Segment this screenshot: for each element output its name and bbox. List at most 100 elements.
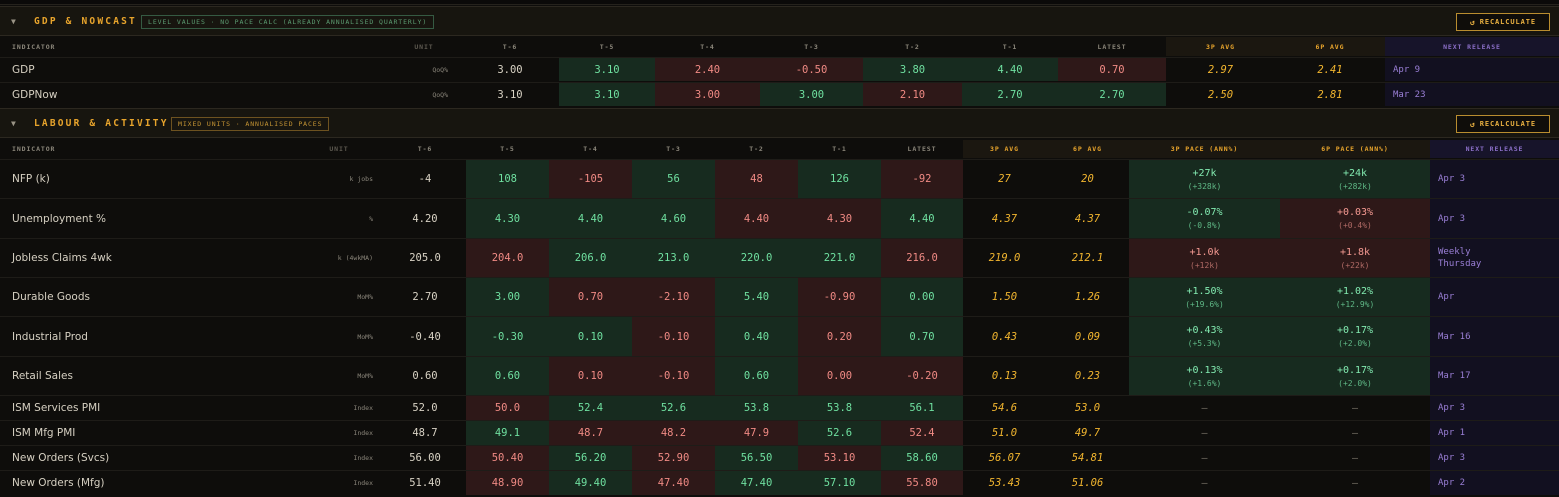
indicator-name[interactable]: New Orders (Svcs)	[12, 452, 110, 464]
indicator-name[interactable]: Industrial Prod	[12, 330, 88, 343]
column-header[interactable]: 3P AVG	[963, 140, 1046, 158]
indicator-name[interactable]: New Orders (Mfg)	[12, 477, 105, 489]
value-cell: 0.60	[715, 357, 798, 395]
table-row: NFP (k) k jobs -4 108 -105 56 48 126 -92 27 20 +27k…	[0, 159, 1559, 198]
value-cell: 0.40	[715, 317, 798, 356]
3p-pace-cell: +0.43% (+5.3%)	[1129, 317, 1280, 356]
value-cell: -0.40	[409, 330, 441, 343]
unit-label: k (4wkMA)	[337, 254, 373, 262]
column-header[interactable]: T-2	[905, 42, 920, 51]
3p-pace-cell: +0.13% (+1.6%)	[1129, 357, 1280, 395]
indicator-name[interactable]: NFP (k)	[12, 173, 50, 185]
column-header[interactable]: 6P PACE (ANN%)	[1280, 140, 1430, 158]
column-header[interactable]: T-4	[700, 42, 715, 51]
pace-value: +0.13%	[1186, 364, 1223, 376]
table-row: Retail Sales MoM% 0.60 0.60 0.10 -0.10 0.60 0.0…	[0, 356, 1559, 395]
unit-label: Index	[353, 404, 373, 412]
3p-average-cell: 219.0	[988, 252, 1021, 264]
unit-label: QoQ%	[432, 90, 448, 99]
next-release-cell: Apr 3	[1430, 160, 1559, 198]
value-cell: 52.90	[632, 446, 715, 470]
indicator-name[interactable]: Retail Sales	[12, 370, 73, 382]
value-cell: 4.20	[412, 212, 438, 225]
6p-average-cell: 20	[1081, 173, 1094, 185]
value-cell: -92	[881, 160, 963, 198]
pace-value: +0.03%	[1336, 207, 1374, 218]
pace-annualised: (+2.0%)	[1338, 378, 1372, 388]
indicator-name[interactable]: ISM Mfg PMI	[12, 427, 76, 439]
column-header[interactable]: UNIT	[329, 145, 349, 153]
indicator-name[interactable]: GDPNow	[12, 88, 58, 101]
6p-pace-cell: +0.17% (+2.0%)	[1280, 317, 1430, 356]
value-cell: 47.40	[632, 471, 715, 495]
value-cell: 53.8	[715, 396, 798, 420]
value-cell: 3.80	[863, 58, 962, 81]
pace-value: +0.17%	[1336, 364, 1374, 376]
indicator-name[interactable]: Durable Goods	[12, 291, 90, 303]
value-cell: 0.10	[549, 357, 632, 395]
table-row: Jobless Claims 4wk k (4wkMA) 205.0 204.0 206…	[0, 238, 1559, 277]
value-cell: -0.10	[632, 317, 715, 356]
column-header[interactable]: LATEST	[907, 145, 937, 153]
column-header[interactable]: T-1	[1002, 42, 1018, 51]
3p-pace-cell: —	[1201, 402, 1208, 414]
value-cell: 52.0	[412, 402, 438, 414]
column-header[interactable]: T-5	[599, 42, 615, 51]
unit-label: Index	[353, 454, 373, 462]
column-header[interactable]: T-6	[502, 42, 518, 51]
column-header[interactable]: T-3	[804, 42, 819, 51]
indicator-name[interactable]: ISM Services PMI	[12, 402, 101, 414]
top-border	[0, 0, 1559, 5]
caret-down-icon[interactable]: ▼	[11, 119, 16, 128]
value-cell: -2.10	[632, 278, 715, 316]
column-header[interactable]: T-3	[666, 145, 681, 153]
column-header[interactable]: T-1	[832, 145, 847, 153]
labour-recalculate-button[interactable]: ↺ RECALCULATE	[1456, 115, 1550, 133]
gdp-recalculate-button[interactable]: ↺ RECALCULATE	[1456, 13, 1550, 31]
column-header[interactable]: T-6	[417, 145, 433, 153]
pace-annualised: (+5.3%)	[1187, 339, 1222, 348]
next-release-cell: Apr 3	[1430, 446, 1559, 470]
column-header[interactable]: 3P AVG	[1166, 37, 1275, 56]
column-header[interactable]: 6P AVG	[1046, 140, 1129, 158]
unit-label: MoM%	[357, 332, 373, 341]
column-header[interactable]: T-2	[749, 145, 764, 153]
column-header[interactable]: 3P PACE (ANN%)	[1129, 140, 1280, 158]
6p-pace-cell: +0.17% (+2.0%)	[1280, 357, 1430, 395]
column-header[interactable]: 6P AVG	[1275, 37, 1385, 56]
value-cell: 57.10	[798, 471, 881, 495]
6p-average-cell: 53.0	[1074, 402, 1101, 414]
column-header[interactable]: LATEST	[1097, 42, 1127, 51]
value-cell: 56.00	[409, 452, 441, 464]
indicator-name[interactable]: Unemployment %	[12, 212, 107, 225]
column-header[interactable]: NEXT RELEASE	[1430, 140, 1559, 158]
table-row: GDP QoQ% 3.00 3.10 2.40 -0.50 3.80 4.40 0.70 2.97…	[0, 57, 1559, 81]
value-cell: 49.40	[549, 471, 632, 495]
value-cell: 51.40	[409, 477, 441, 489]
next-release-cell: Weekly Thursday	[1430, 239, 1559, 277]
3p-pace-cell: —	[1201, 477, 1208, 489]
refresh-icon: ↺	[1470, 17, 1476, 27]
column-header[interactable]: UNIT	[414, 42, 434, 51]
next-release-cell: Apr 9	[1385, 58, 1559, 81]
column-header[interactable]: T-4	[583, 145, 598, 153]
value-cell: 0.60	[412, 370, 438, 382]
pace-annualised: (+12.9%)	[1335, 299, 1375, 309]
indicator-name[interactable]: Jobless Claims 4wk	[12, 252, 112, 264]
gdp-section-title: GDP & NOWCAST	[34, 16, 137, 27]
column-header[interactable]: INDICATOR	[12, 42, 56, 51]
column-header[interactable]: NEXT RELEASE	[1385, 37, 1559, 56]
indicator-name[interactable]: GDP	[12, 63, 35, 76]
pace-value: +1.02%	[1336, 285, 1374, 297]
column-header[interactable]: INDICATOR	[12, 145, 56, 153]
column-header[interactable]: T-5	[500, 145, 515, 153]
value-cell: 56.20	[549, 446, 632, 470]
labour-section-title: LABOUR & ACTIVITY	[34, 118, 169, 129]
value-cell: 48	[715, 160, 798, 198]
caret-down-icon[interactable]: ▼	[11, 17, 16, 26]
3p-average-cell: 2.97	[1207, 63, 1234, 76]
table-row: GDPNow QoQ% 3.10 3.10 3.00 3.00 2.10 2.70 2.70 2.…	[0, 82, 1559, 106]
pace-value: +0.43%	[1186, 325, 1223, 336]
value-cell: -0.10	[632, 357, 715, 395]
value-cell: 47.9	[715, 421, 798, 445]
